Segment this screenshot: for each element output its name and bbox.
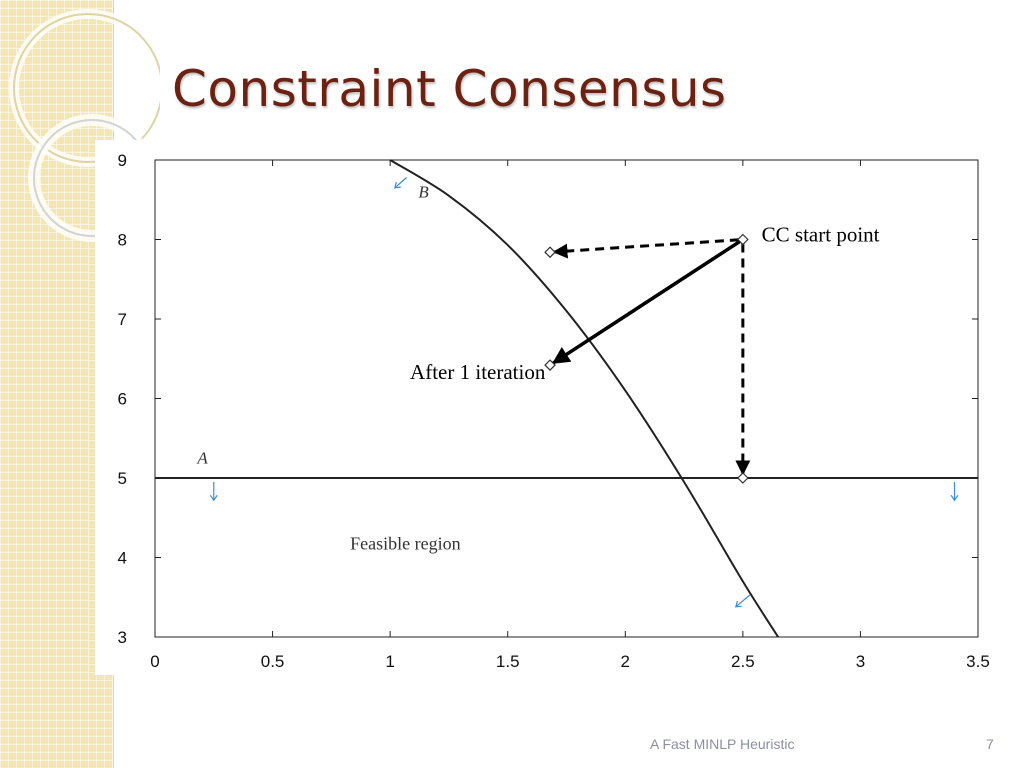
constraint-normal-arrowhead — [950, 494, 959, 502]
chart-panel: 3 4 5 6 7 8 9 0 0.5 1 1.5 2 2.5 3 3.5 A B Feasible re… — [95, 140, 1000, 675]
point-marker-proj-a — [737, 472, 749, 484]
arrow-consensus-step — [551, 240, 741, 365]
after-iteration-label: After 1 iteration — [410, 360, 546, 384]
arrow-projection-b — [552, 238, 739, 259]
constraint-normal-arrow — [735, 594, 751, 608]
page-number: 7 — [986, 736, 994, 752]
feasible-region-label: Feasible region — [350, 534, 460, 554]
y-tick-label: 4 — [118, 549, 127, 568]
constraint-b-label: B — [418, 182, 429, 201]
y-tick-label: 8 — [118, 231, 127, 250]
x-tick-label: 0.5 — [261, 652, 285, 671]
x-axis: 0 0.5 1 1.5 2 2.5 3 3.5 — [150, 160, 990, 671]
constraint-consensus-chart: 3 4 5 6 7 8 9 0 0.5 1 1.5 2 2.5 3 3.5 A B Feasible re… — [118, 151, 990, 671]
constraint-a-label: A — [196, 449, 208, 468]
x-tick-label: 0 — [150, 652, 159, 671]
y-tick-label: 6 — [118, 390, 127, 409]
x-tick-label: 3.5 — [966, 652, 990, 671]
constraint-normals — [209, 177, 959, 608]
x-tick-label: 3 — [856, 652, 865, 671]
x-tick-label: 1 — [385, 652, 394, 671]
point-marker-after-iteration — [544, 359, 556, 371]
constraint-b-curve — [389, 159, 779, 638]
y-tick-label: 5 — [118, 469, 127, 488]
footer-text: A Fast MINLP Heuristic — [650, 736, 795, 752]
y-tick-label: 7 — [118, 310, 127, 329]
constraint-normal-arrowhead — [209, 494, 218, 502]
point-markers — [544, 233, 749, 484]
constraint-normal-arrowhead — [734, 600, 742, 608]
x-tick-label: 2.5 — [731, 652, 755, 671]
x-tick-label: 2 — [621, 652, 630, 671]
y-axis: 3 4 5 6 7 8 9 — [118, 151, 978, 647]
slide-title: Constraint Consensus — [172, 60, 727, 118]
constraint-normal-arrowhead — [394, 181, 401, 189]
y-tick-label: 3 — [118, 628, 127, 647]
constraint-normal-arrow — [394, 177, 407, 189]
point-marker-proj-b — [544, 246, 556, 259]
y-tick-label: 9 — [118, 151, 127, 170]
cc-start-point-label: CC start point — [762, 223, 880, 247]
point-marker-cc-start — [737, 233, 749, 246]
x-tick-label: 1.5 — [496, 652, 520, 671]
